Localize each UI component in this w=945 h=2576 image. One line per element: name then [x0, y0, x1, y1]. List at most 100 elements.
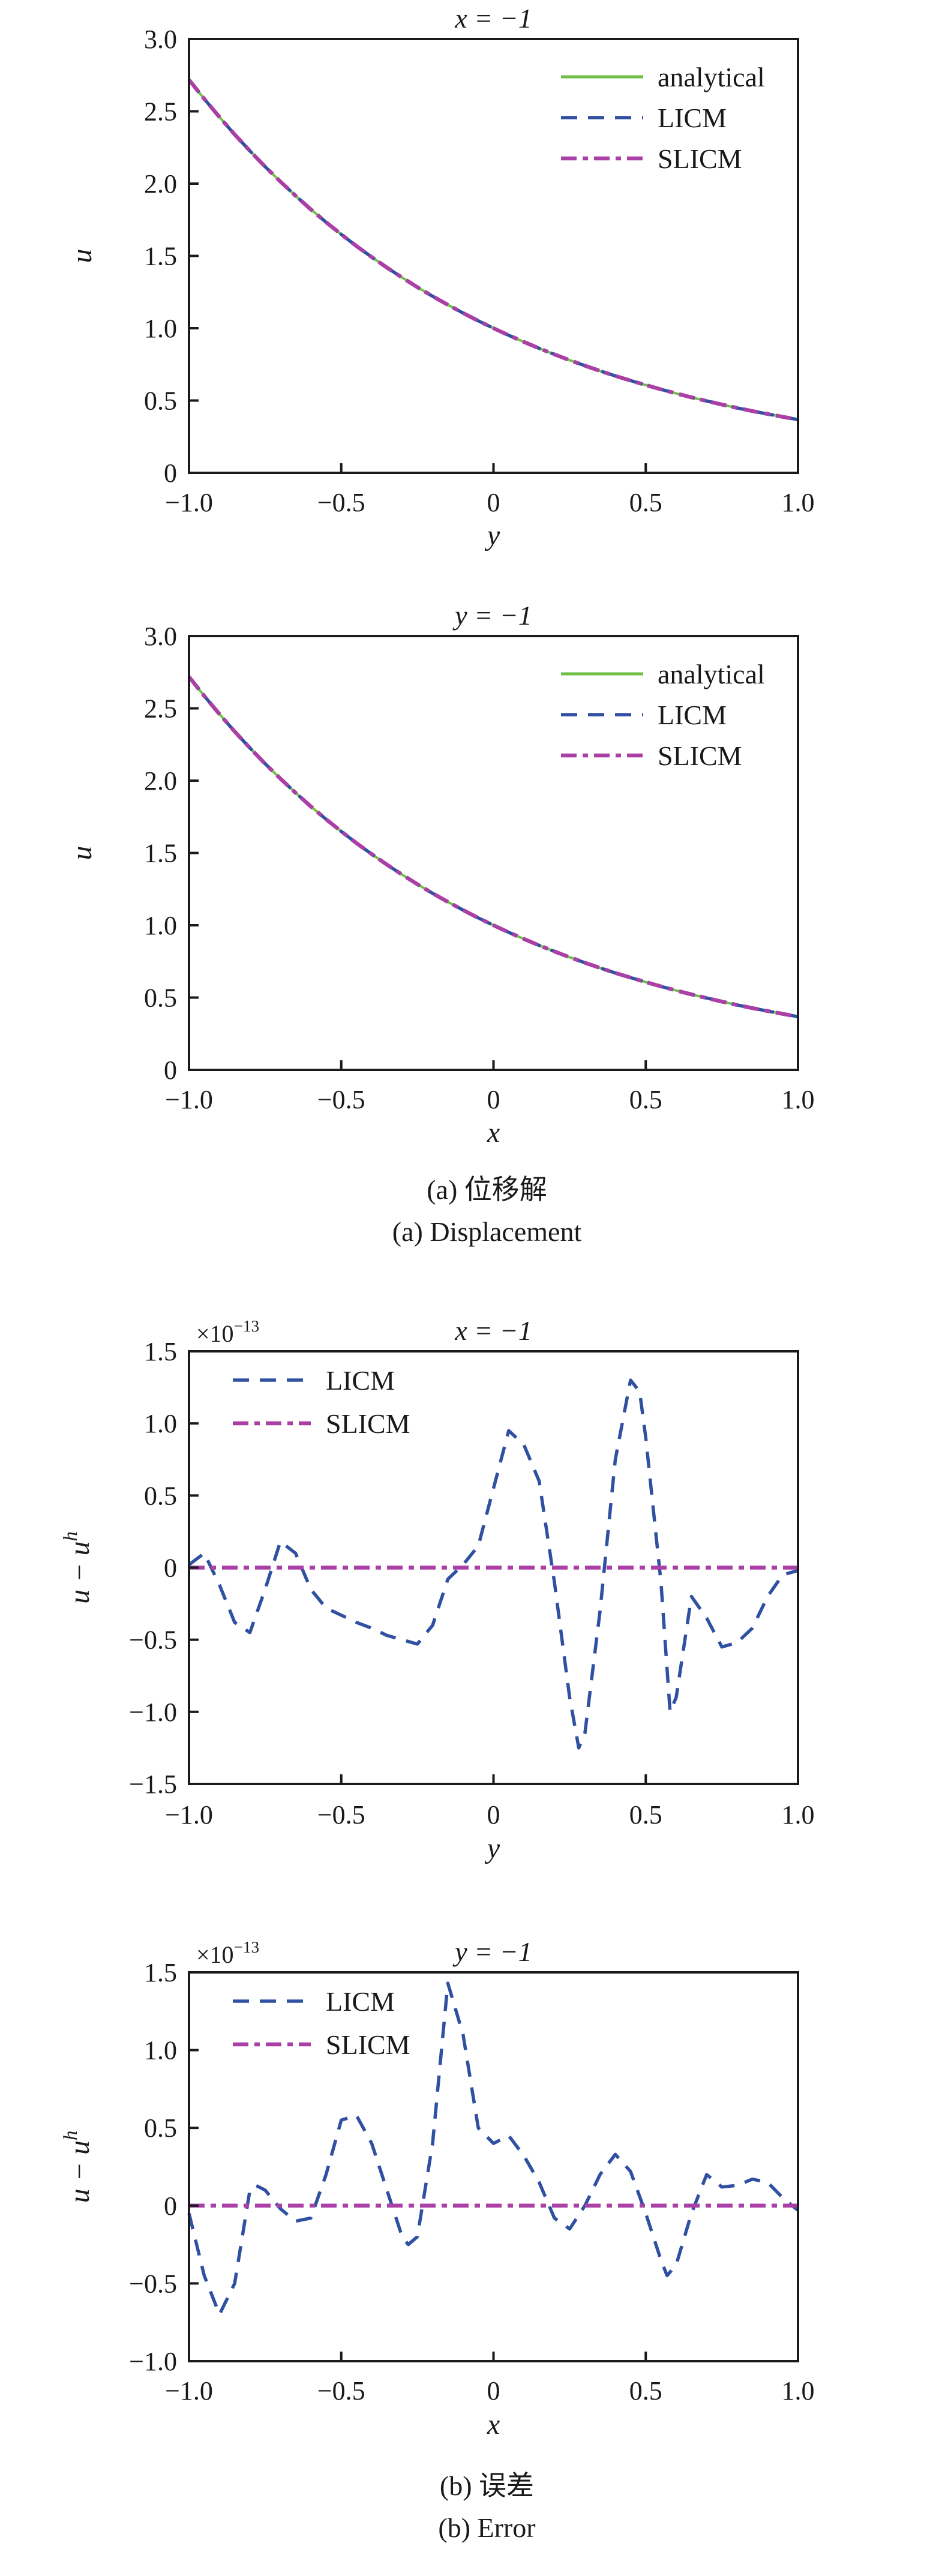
chart-title: y = −1	[452, 1936, 532, 1967]
legend-licm-label: LICM	[326, 1986, 395, 2017]
y-tick-label: 1.0	[144, 2036, 177, 2065]
x-tick-label: 0.5	[629, 1085, 662, 1114]
x-axis-label: y	[484, 520, 500, 551]
caption-a-en: (a) Displacement	[392, 1216, 582, 1247]
y-tick-label: 1.0	[144, 911, 177, 940]
caption-b: (b) 误差 (b) Error	[14, 2465, 945, 2549]
x-tick-label: 1.0	[782, 2376, 815, 2406]
y-tick-label: 1.5	[144, 242, 177, 271]
x-axis-label: x	[487, 1117, 500, 1148]
legend: analytical LICM SLICM	[561, 62, 765, 174]
slicm-series-line	[187, 675, 799, 1019]
x-tick-label: 0	[487, 1085, 500, 1114]
caption-b-zh: (b) 误差	[439, 2470, 535, 2501]
chart-title: x = −1	[454, 3, 532, 34]
licm-series-line	[188, 1378, 799, 1750]
x-axis-label: y	[484, 1833, 500, 1864]
axis-offset-label: ×10−13	[196, 1317, 259, 1347]
chart-error-y-minus-1: 1.5 1.0 0.5 0 −0.5 −1.0−1.0 −0.5 0 0.5 1.0 y = −1 x…	[60, 1936, 815, 2440]
chart-displacement-y-minus-1: 3.02.52.01.51.00.50−1.0 −0.5 0 0.5 1.0y = −1…	[66, 600, 815, 1148]
y-tick-label: 1.5	[144, 1337, 177, 1366]
y-tick-label: 0.5	[144, 386, 177, 416]
legend-licm-label: LICM	[658, 103, 727, 133]
y-tick-label: −0.5	[129, 2269, 177, 2298]
legend: analytical LICM SLICM	[561, 659, 765, 771]
y-axis-ticks: 3.0 2.5 2.0 1.5 1.0 0.5 0	[144, 622, 199, 1085]
x-tick-label: −0.5	[317, 1800, 365, 1830]
legend: LICM SLICM	[233, 1365, 410, 1439]
chart-error-x-minus-1: 1.51.00.50−0.5−1.0−1.5−1.0 −0.5 0 0.5 1.0x =…	[60, 1315, 815, 1864]
x-axis-ticks: −1.0 −0.5 0 0.5 1.0	[165, 1060, 815, 1114]
y-axis-ticks: 1.5 1.0 0.5 0 −0.5 −1.0	[129, 1958, 199, 2376]
legend-slicm-label: SLICM	[658, 740, 742, 771]
x-tick-label: 0.5	[629, 488, 662, 517]
x-tick-label: −1.0	[165, 488, 213, 517]
x-tick-label: 0	[487, 2376, 500, 2406]
axis-offset-label: ×10−13	[196, 1938, 259, 1968]
legend: LICM SLICM	[233, 1986, 410, 2060]
y-tick-label: −1.0	[129, 1698, 177, 1727]
y-axis-ticks: 1.5 1.0 0.5 0 −0.5 −1.0 −1.5	[129, 1337, 199, 1799]
legend-analytical-label: analytical	[658, 659, 765, 689]
y-tick-label: 1.0	[144, 1409, 177, 1438]
y-tick-label: 2.0	[144, 766, 177, 796]
y-tick-label: 3.0	[144, 25, 177, 54]
y-axis-label: u − uh	[60, 1531, 95, 1604]
legend-licm-label: LICM	[658, 700, 727, 730]
y-axis-label: u − uh	[60, 2131, 95, 2203]
x-tick-label: −0.5	[317, 1085, 365, 1114]
y-tick-label: 2.5	[144, 97, 177, 127]
y-tick-label: 0.5	[144, 2113, 177, 2143]
x-tick-label: 0.5	[629, 1800, 662, 1830]
chart-title: y = −1	[452, 600, 532, 631]
caption-a: (a) 位移解 (a) Displacement	[14, 1169, 945, 1253]
y-axis-ticks: 3.0 2.5 2.0 1.5 1.0 0.5 0	[144, 25, 199, 488]
x-tick-label: −1.0	[165, 1800, 213, 1830]
y-tick-label: 1.0	[144, 314, 177, 343]
y-tick-label: 0	[164, 1554, 177, 1583]
caption-a-zh: (a) 位移解	[427, 1174, 547, 1205]
x-axis-ticks: −1.0 −0.5 0 0.5 1.0	[165, 1774, 815, 1830]
y-tick-label: 0	[164, 2191, 177, 2221]
licm-series-line	[187, 676, 799, 1019]
y-tick-label: 0.5	[144, 1481, 177, 1510]
x-tick-label: 1.0	[782, 488, 815, 517]
legend-slicm-label: SLICM	[326, 1408, 410, 1439]
x-axis-label: x	[487, 2409, 500, 2440]
y-axis-label: u	[66, 846, 98, 860]
legend-licm-label: LICM	[326, 1365, 395, 1396]
slicm-series-line	[187, 78, 799, 422]
x-axis-ticks: −1.0 −0.5 0 0.5 1.0	[165, 2352, 815, 2406]
x-tick-label: −1.0	[165, 1085, 213, 1114]
x-tick-label: 0	[487, 1800, 500, 1830]
y-tick-label: 2.0	[144, 169, 177, 199]
licm-series-line	[187, 79, 799, 422]
x-tick-label: 0.5	[629, 2376, 662, 2406]
y-tick-label: 0.5	[144, 983, 177, 1013]
y-tick-label: 1.5	[144, 839, 177, 868]
chart-displacement-x-minus-1: 3.02.52.01.51.00.50−1.0 −0.5 0 0.5 1.0x = −1…	[66, 3, 815, 551]
legend-analytical-label: analytical	[658, 62, 765, 92]
legend-slicm-label: SLICM	[658, 143, 742, 174]
licm-series-line	[187, 1981, 799, 2316]
y-tick-label: −1.5	[129, 1770, 177, 1799]
y-tick-label: 2.5	[144, 694, 177, 724]
chart-title: x = −1	[454, 1315, 532, 1346]
x-tick-label: 0	[487, 488, 500, 517]
caption-b-en: (b) Error	[438, 2512, 536, 2543]
x-axis-ticks: −1.0 −0.5 0 0.5 1.0	[165, 463, 815, 517]
x-tick-label: −0.5	[317, 488, 365, 517]
x-tick-label: −1.0	[165, 2376, 213, 2406]
y-tick-label: 0	[164, 1055, 177, 1085]
x-tick-label: 1.0	[782, 1800, 815, 1830]
y-tick-label: 3.0	[144, 622, 177, 651]
y-tick-label: −1.0	[129, 2347, 177, 2376]
axes-frame	[188, 1971, 799, 2362]
y-tick-label: 1.5	[144, 1958, 177, 1987]
x-tick-label: −0.5	[317, 2376, 365, 2406]
y-axis-label: u	[66, 249, 98, 263]
x-tick-label: 1.0	[782, 1085, 815, 1114]
y-tick-label: 0	[164, 458, 177, 488]
